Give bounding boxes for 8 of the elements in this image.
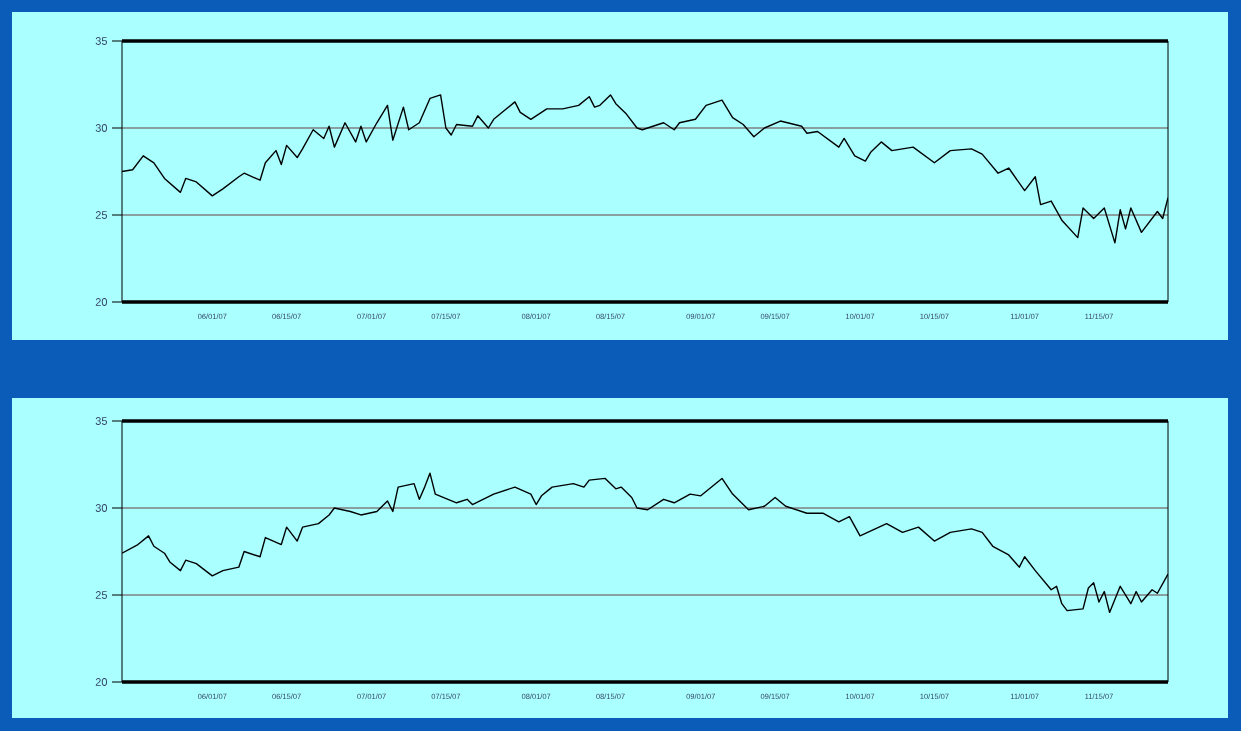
y-tick-label: 35 [95, 417, 107, 425]
y-tick-label: 20 [95, 298, 108, 306]
y-tick-label: 20 [95, 678, 108, 686]
y-tick-label: 25 [95, 591, 107, 599]
y-tick-label: 35 [95, 37, 107, 45]
y-tick-label: 30 [95, 124, 108, 132]
y-tick-label: 30 [95, 504, 108, 512]
y-tick-label: 25 [95, 211, 107, 219]
